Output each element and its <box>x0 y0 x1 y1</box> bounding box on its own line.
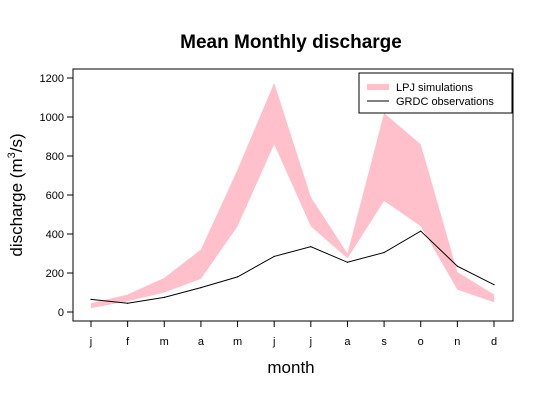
x-tick-label-8: s <box>381 336 387 348</box>
x-tick-label-3: a <box>198 336 205 348</box>
y-axis: 0 200 400 600 800 1000 1200 <box>40 73 74 319</box>
y-tick-label-1000: 1000 <box>40 112 64 124</box>
y-axis-label: discharge (m3/s) <box>6 133 26 256</box>
y-axis-label-main: discharge (m <box>7 158 26 256</box>
point-grdc-observations-6 <box>310 246 312 248</box>
y-tick-label-200: 200 <box>46 268 64 280</box>
x-tick-label-0: j <box>89 336 92 348</box>
chart-title: Mean Monthly discharge <box>180 32 402 53</box>
y-axis-label-tail: /s) <box>7 133 26 152</box>
x-tick-label-1: f <box>126 336 130 348</box>
point-grdc-observations-7 <box>346 261 349 263</box>
y-tick-label-600: 600 <box>46 190 64 202</box>
point-grdc-observations-5 <box>273 255 275 258</box>
point-grdc-observations-0 <box>90 298 92 300</box>
x-tick-label-6: j <box>309 336 312 348</box>
x-tick-label-5: j <box>272 336 275 348</box>
line-grdc-observations <box>90 230 495 304</box>
legend: LPJ simulations GRDC observations <box>358 72 513 114</box>
x-tick-label-4: m <box>233 336 242 348</box>
legend-label-lpj-simulations: LPJ simulations <box>396 82 474 94</box>
legend-box <box>358 72 513 114</box>
y-tick-label-0: 0 <box>58 307 64 319</box>
band-lpj-simulations <box>91 82 494 309</box>
simulation-band-layer <box>91 82 494 309</box>
y-tick-label-1200: 1200 <box>40 73 64 85</box>
x-tick-label-2: m <box>160 336 169 348</box>
point-grdc-observations-3 <box>200 287 202 289</box>
legend-label-grdc-observations: GRDC observations <box>396 96 494 108</box>
point-grdc-observations-11 <box>493 284 495 286</box>
point-grdc-observations-8 <box>383 251 385 254</box>
y-tick-label-800: 800 <box>46 151 64 163</box>
point-grdc-observations-2 <box>163 296 165 298</box>
point-grdc-observations-1 <box>127 302 129 304</box>
y-tick-label-400: 400 <box>46 229 64 241</box>
x-tick-label-11: d <box>491 336 497 348</box>
point-grdc-observations-9 <box>420 230 422 232</box>
point-grdc-observations-10 <box>456 265 458 267</box>
x-tick-label-7: a <box>344 336 351 348</box>
point-grdc-observations-4 <box>236 276 239 278</box>
x-tick-label-9: o <box>418 336 424 348</box>
x-tick-label-10: n <box>454 336 460 348</box>
y-axis-label-superscript: 3 <box>6 152 18 158</box>
x-axis-label: month <box>267 358 314 377</box>
observation-line-layer <box>90 230 495 304</box>
